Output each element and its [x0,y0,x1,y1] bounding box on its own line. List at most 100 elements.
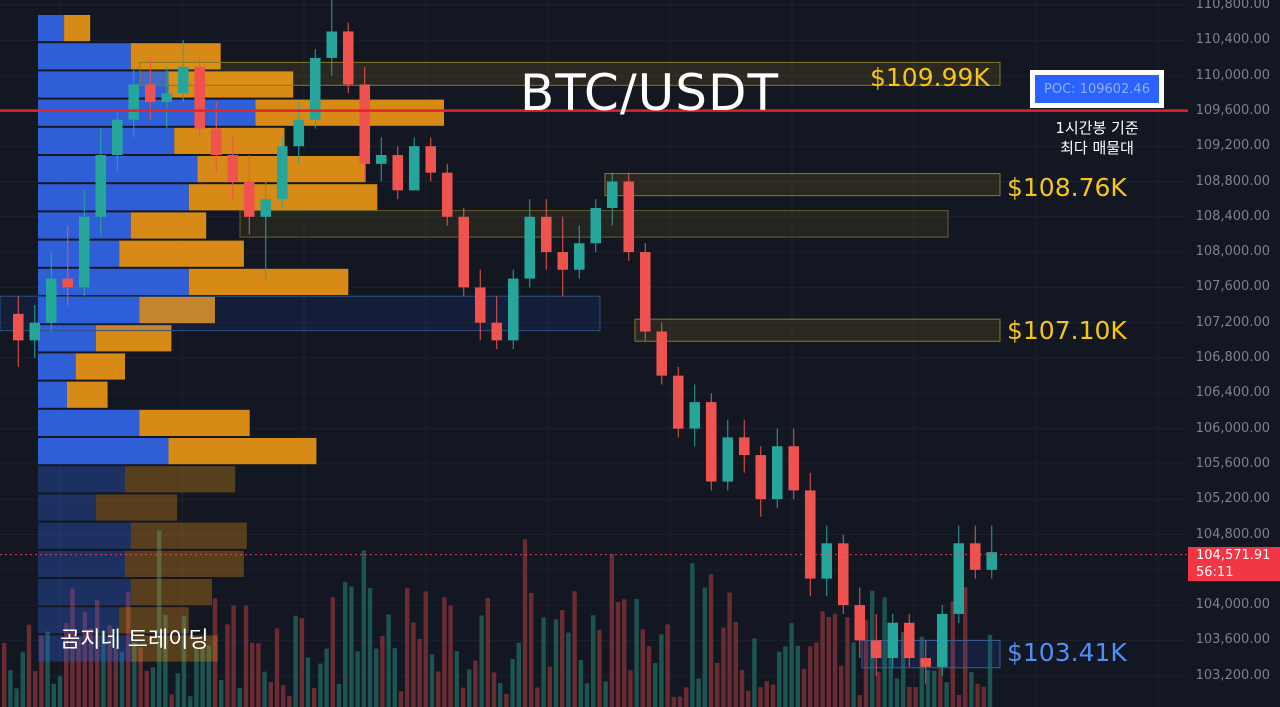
volume-bar [560,610,565,707]
candle-body [194,66,206,129]
volume-bar [975,683,980,707]
volume-bar [318,663,323,707]
volume-bar [33,671,38,707]
volume-bar [268,681,273,707]
vp-buy-bar [38,409,140,436]
poc-note: 1시간봉 기준 최다 매물대 [1030,118,1164,158]
volume-bar [907,686,912,707]
volume-bar [783,646,788,707]
price-lines [0,109,1188,556]
volume-bar [281,685,286,707]
price-axis-tick: 110,400.00 [1195,32,1270,48]
vp-sell-bar [130,579,212,606]
volume-bar [677,696,683,707]
volume-bar [423,591,428,707]
volume-bar [987,634,993,707]
candle-body [639,252,651,332]
vp-buy-bar [38,353,76,380]
candle-body [623,181,635,253]
candle-body [788,446,800,491]
volume-bar [498,683,503,707]
volume-bar [522,539,528,707]
candle-body [936,613,948,667]
volume-bar [578,660,583,707]
price-axis-tick: 108,000.00 [1195,244,1270,260]
volume-bar [355,651,360,707]
candle-body [441,172,453,217]
volume-bar [572,591,577,707]
vp-sell-bar [168,71,294,98]
volume-bar [845,617,850,707]
zone-box [861,639,1001,669]
volume-bar [603,681,608,707]
volume-bar [721,627,726,707]
vp-sell-bar [139,297,215,324]
candle-body [755,455,767,500]
current-price-value: 104,571.91 [1196,548,1271,563]
candle-body [78,216,90,288]
volume-bar [504,693,509,707]
candle-body [491,322,503,341]
candle-body [969,543,981,570]
candle-body [62,278,74,288]
volume-bar [752,638,757,707]
volume-bar [144,670,149,707]
volume-bar [628,670,633,707]
volume-bar [832,613,838,707]
volume-bar [225,624,230,707]
poc-note-line2: 최다 매물대 [1060,139,1134,157]
volume-bar [20,651,25,707]
candle-body [689,402,701,429]
volume-bar [405,588,410,707]
price-axis-tick: 109,200.00 [1195,138,1270,154]
candle-body [722,437,734,482]
volume-bar [820,611,825,707]
vp-buy-bar [38,635,131,662]
volume-bar [839,665,844,707]
volume-bar [119,651,125,707]
volume-bar [39,635,44,707]
price-axis-tick: 103,200.00 [1195,667,1270,683]
vp-sell-bar [125,466,236,493]
volume-bar [913,687,918,707]
volume-bar [708,574,714,707]
vp-sell-bar [96,494,178,521]
volume-bar [684,687,689,707]
volume-bar [826,616,831,707]
level-label-109-99k: $109.99K [870,63,990,92]
volume-bar [653,663,658,707]
candle-body [606,181,618,208]
vp-sell-bar [168,438,317,465]
candle-body [128,84,140,120]
volume-bar [448,605,453,707]
volume-bar [739,670,745,707]
volume-bar [336,683,342,707]
price-axis-tick: 109,600.00 [1195,102,1270,118]
candle-body [276,146,288,200]
volume-bar [380,635,385,707]
vp-sell-bar [139,409,250,436]
chart-title: BTC/USDT [520,64,780,122]
vp-sell-bar [64,15,91,42]
candle-body [804,490,816,579]
vp-buy-bar [38,325,96,352]
volume-bar [305,657,311,707]
volume-bar [101,630,106,707]
volume-bar [324,648,329,707]
volume-bar [442,597,447,707]
candle-body [243,181,255,217]
candle-body [870,640,882,659]
volume-bar [640,629,645,707]
level-label-107-10k: $107.10K [1007,316,1127,345]
volume-bar [361,550,366,707]
candle-body [227,155,239,182]
vp-buy-bar [38,550,125,577]
candle-body [920,658,932,667]
volume-bar [547,666,552,707]
volume-bar [566,632,571,707]
candle-body [161,93,173,103]
volume-bar [622,599,627,707]
volume-bar [237,688,242,707]
channel-watermark: 곰지네 트레이딩 [60,628,209,653]
